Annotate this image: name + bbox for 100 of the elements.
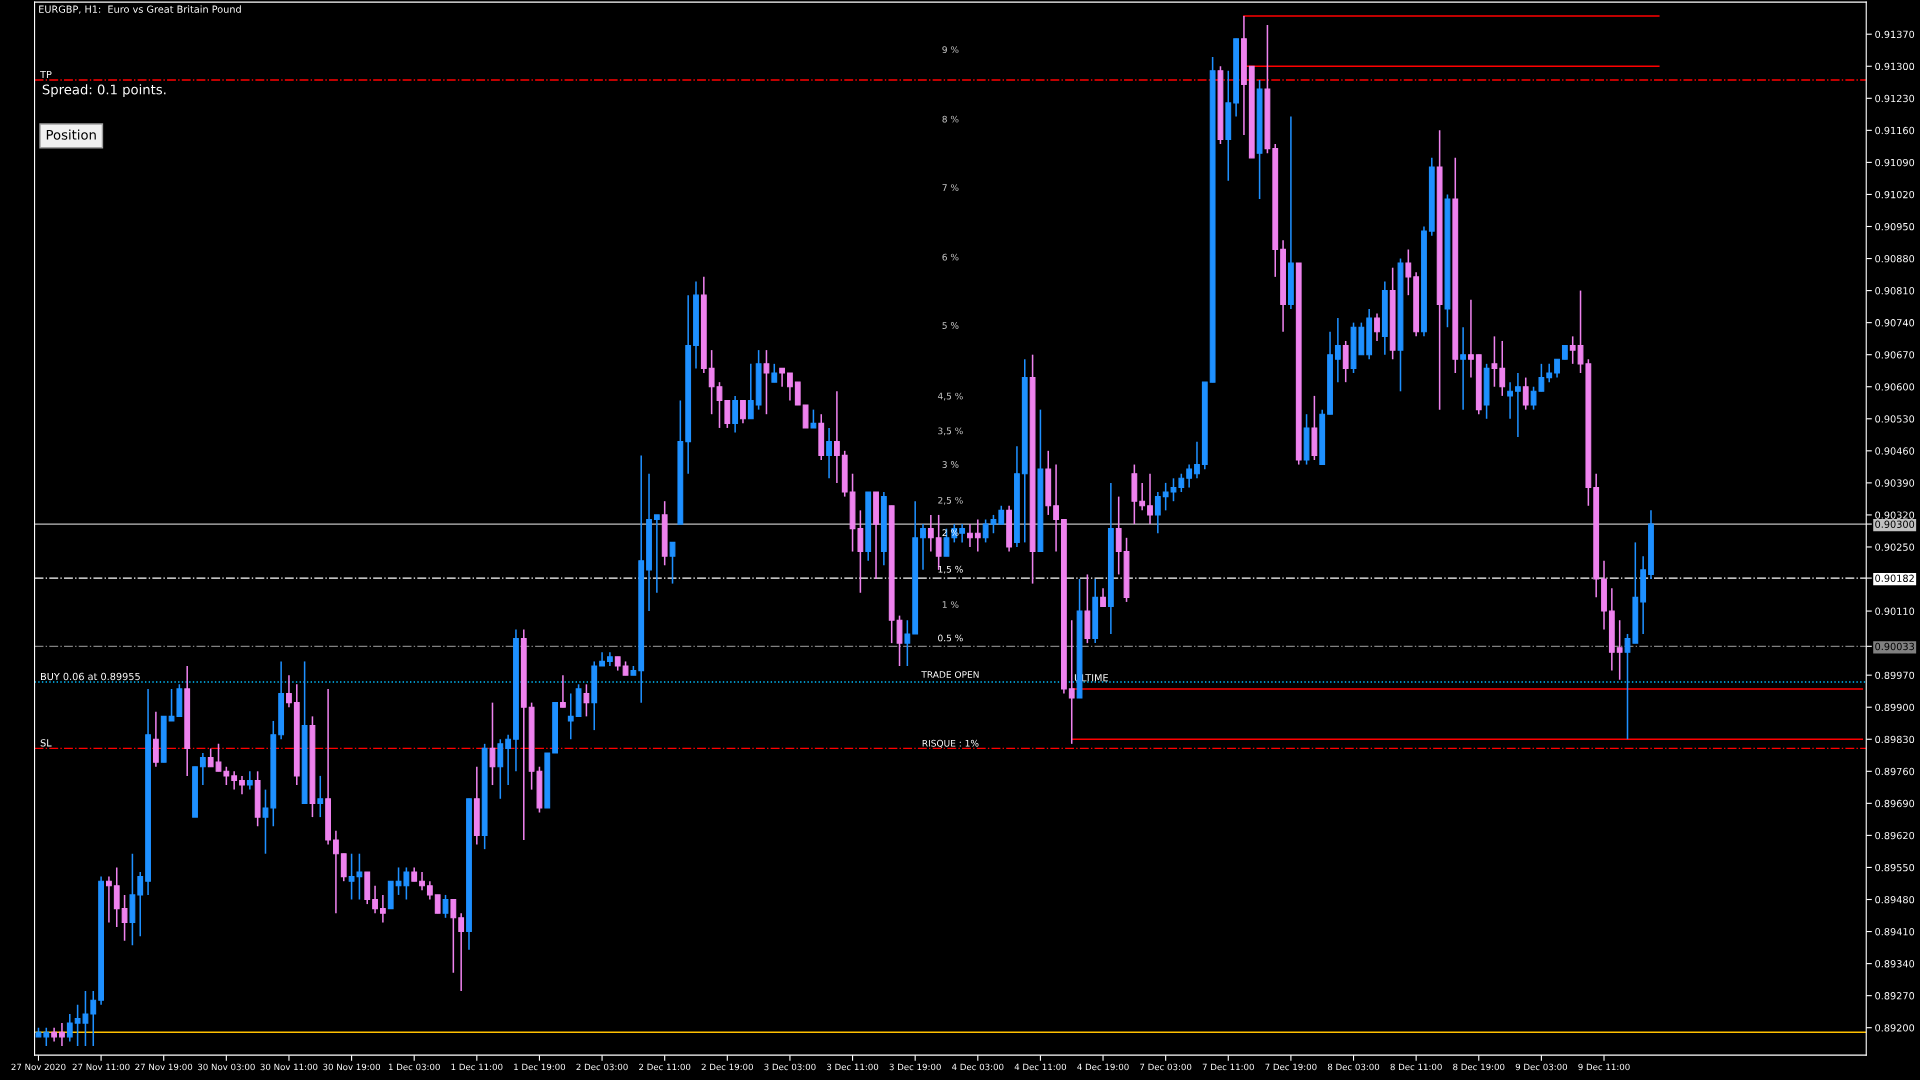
annotation: 4,5 %: [937, 392, 963, 401]
y-tick-label: 0.90880: [1875, 255, 1915, 263]
candlestick: [1342, 340, 1349, 383]
x-tick-label: 27 Nov 19:00: [135, 1063, 193, 1071]
candlestick: [489, 701, 496, 786]
candlestick: [802, 404, 809, 429]
candlestick: [1115, 495, 1122, 576]
chart-title: EURGBP, H1: Euro vs Great Britain Pound: [39, 5, 241, 14]
annotation: 7 %: [942, 184, 959, 191]
y-tick-label: 0.89620: [1875, 831, 1915, 840]
x-tick-label: 1 Dec 11:00: [451, 1063, 503, 1071]
x-tick-label: 9 Dec 03:00: [1515, 1063, 1568, 1071]
x-tick-label: 30 Nov 11:00: [260, 1063, 318, 1071]
candlestick: [419, 871, 425, 892]
candlestick: [1178, 472, 1185, 493]
candlestick: [583, 683, 590, 718]
candlestick: [1460, 326, 1467, 411]
candlestick: [317, 775, 324, 818]
candlestick: [379, 894, 386, 924]
y-tick-label: 0.90182: [1875, 574, 1914, 582]
y-tick-label: 0.90530: [1875, 415, 1915, 423]
y-tick-label: 0.90110: [1875, 607, 1915, 615]
y-tick-label: 0.90810: [1875, 287, 1915, 295]
x-tick-label: 7 Dec 03:00: [1140, 1063, 1192, 1071]
x-tick-label: 3 Dec 11:00: [826, 1063, 879, 1071]
candlestick: [239, 775, 245, 795]
candlestick: [1554, 358, 1560, 379]
candlestick: [794, 381, 801, 406]
candlestick: [1139, 482, 1146, 512]
candlestick: [763, 349, 770, 415]
candlestick: [137, 871, 144, 937]
candlestick: [246, 770, 253, 791]
y-tick-label: 0.89690: [1875, 799, 1915, 808]
x-tick-label: 4 Dec 19:00: [1077, 1063, 1129, 1071]
candlestick: [426, 880, 433, 901]
x-tick-label: 8 Dec 03:00: [1327, 1063, 1380, 1071]
candlestick: [262, 788, 269, 855]
candlestick: [732, 395, 739, 434]
candlestick: [199, 752, 206, 786]
y-tick-label: 0.89340: [1875, 960, 1915, 968]
candlestick: [1616, 619, 1623, 681]
candlestick: [113, 866, 120, 928]
candlestick: [943, 527, 950, 557]
y-tick-label: 0.90950: [1875, 222, 1915, 231]
candlestick: [1405, 248, 1412, 296]
x-tick-label: 4 Dec 11:00: [1014, 1063, 1067, 1071]
candlestick: [286, 674, 292, 708]
candlestick: [90, 990, 97, 1047]
x-tick-label: 2 Dec 19:00: [701, 1063, 753, 1071]
candlestick: [1507, 381, 1513, 420]
candlestick: [450, 898, 457, 974]
candlestick: [1491, 335, 1498, 388]
x-tick-label: 4 Dec 03:00: [952, 1063, 1004, 1071]
candlestick: [1499, 340, 1506, 397]
candlestick: [59, 1022, 65, 1047]
candlestick: [810, 408, 817, 429]
candlestick: [1468, 298, 1474, 379]
y-tick-label: 0.89830: [1875, 735, 1915, 744]
candlestick: [340, 852, 347, 882]
y-tick-label: 0.89760: [1875, 767, 1915, 776]
candlestick: [106, 875, 112, 924]
y-tick-label: 0.90320: [1875, 511, 1915, 519]
candlestick: [442, 894, 449, 919]
y-tick-label: 0.91160: [1875, 126, 1915, 135]
candlestick: [497, 738, 504, 800]
annotation: Spread: 0.1 points.: [42, 84, 166, 97]
candlestick: [833, 390, 840, 484]
ref-line-label: TP: [40, 70, 52, 78]
annotation: 9 %: [942, 46, 959, 54]
y-tick-label: 0.89550: [1875, 863, 1915, 872]
annotation: Position: [46, 129, 96, 140]
candlestick: [927, 514, 934, 553]
candlestick: [747, 363, 754, 420]
x-tick-label: 27 Nov 2020: [11, 1063, 66, 1071]
annotation: 6 %: [942, 253, 959, 261]
x-tick-label: 3 Dec 19:00: [889, 1063, 941, 1071]
candlestick: [152, 711, 159, 768]
y-tick-label: 0.90300: [1875, 520, 1915, 528]
y-tick-label: 0.90250: [1875, 543, 1915, 551]
annotation: 8 %: [942, 115, 959, 123]
candlestick: [896, 614, 903, 667]
candlestick: [771, 363, 778, 383]
candlestick: [669, 541, 676, 585]
candlestick: [1186, 463, 1193, 489]
x-tick-label: 27 Nov 11:00: [72, 1063, 130, 1071]
y-tick-label: 0.89200: [1875, 1024, 1915, 1032]
candlestick: [505, 733, 512, 786]
y-tick-label: 0.90670: [1875, 351, 1915, 359]
y-tick-label: 0.91020: [1875, 190, 1915, 199]
x-tick-label: 2 Dec 03:00: [576, 1063, 628, 1071]
candlestick: [967, 523, 973, 548]
candlestick: [740, 399, 746, 425]
annotation: 3 %: [942, 461, 959, 468]
annotation: TRADE OPEN: [921, 671, 979, 678]
y-tick-label: 0.90033: [1875, 642, 1914, 651]
ref-line-label: SL: [40, 739, 52, 747]
candlestick: [43, 1026, 50, 1047]
candlestick: [1100, 587, 1106, 608]
candlestick: [207, 747, 214, 768]
candlestick: [724, 399, 731, 429]
